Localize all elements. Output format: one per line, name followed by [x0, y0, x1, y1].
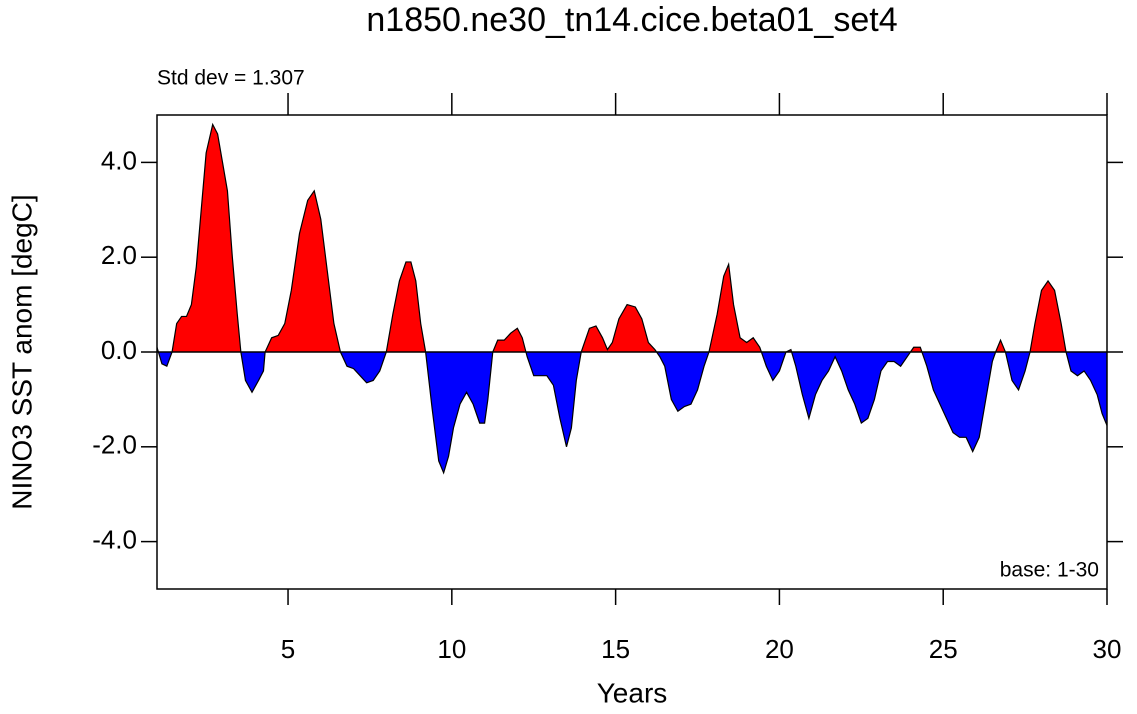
plot-area: 4.0 2.0 0.0 -2.0 -4.0 5 10 15 20 25 30: [92, 93, 1123, 664]
x-tick-label: 20: [765, 634, 794, 664]
series-line: [156, 122, 1108, 475]
y-tick-label: 2.0: [101, 240, 137, 270]
x-axis-label: Years: [597, 677, 668, 708]
y-tick-label: 0.0: [101, 335, 137, 365]
area-below: [157, 352, 1107, 473]
x-tick-label: 10: [437, 634, 466, 664]
x-tick-label: 15: [601, 634, 630, 664]
x-tick-label: 30: [1093, 634, 1122, 664]
annotation: Std dev = 1.307: [157, 67, 305, 90]
x-tick-label: 25: [929, 634, 958, 664]
x-tick-label: 5: [281, 634, 295, 664]
annotation: base: 1-30: [1000, 559, 1099, 582]
y-tick-label: -2.0: [92, 430, 137, 460]
y-tick-label: 4.0: [101, 145, 137, 175]
chart-title: n1850.ne30_tn14.cice.beta01_set4: [366, 1, 897, 39]
y-axis-label: NINO3 SST anom [degC]: [6, 194, 37, 509]
y-tick-label: -4.0: [92, 524, 137, 554]
